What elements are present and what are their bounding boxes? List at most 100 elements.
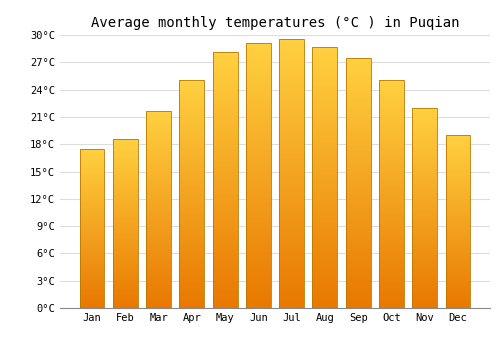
Bar <box>180 187 204 188</box>
Bar <box>146 229 171 230</box>
Bar <box>346 103 370 104</box>
Bar <box>346 193 370 194</box>
Bar <box>412 228 437 229</box>
Bar <box>379 162 404 163</box>
Bar <box>246 238 271 239</box>
Bar <box>346 108 370 109</box>
Bar <box>113 149 138 150</box>
Bar <box>412 167 437 168</box>
Bar <box>379 195 404 196</box>
Bar <box>412 260 437 261</box>
Bar <box>180 270 204 272</box>
Bar <box>113 172 138 173</box>
Bar <box>212 173 238 174</box>
Bar <box>80 200 104 201</box>
Bar <box>80 164 104 165</box>
Bar <box>113 146 138 147</box>
Bar <box>412 209 437 210</box>
Bar <box>80 274 104 275</box>
Bar <box>146 254 171 255</box>
Bar <box>446 208 470 209</box>
Bar <box>379 293 404 294</box>
Bar <box>80 278 104 279</box>
Bar <box>212 240 238 241</box>
Bar <box>346 229 370 230</box>
Bar <box>212 276 238 277</box>
Bar <box>312 66 338 68</box>
Bar <box>412 246 437 247</box>
Bar <box>180 231 204 233</box>
Bar <box>246 259 271 260</box>
Bar <box>446 137 470 138</box>
Bar <box>80 151 104 152</box>
Bar <box>279 124 304 125</box>
Bar <box>412 148 437 149</box>
Bar <box>180 85 204 86</box>
Bar <box>379 104 404 105</box>
Bar <box>446 292 470 293</box>
Bar <box>379 260 404 261</box>
Bar <box>212 102 238 104</box>
Bar <box>80 284 104 285</box>
Bar <box>180 109 204 111</box>
Bar <box>146 133 171 134</box>
Bar <box>113 251 138 252</box>
Bar <box>212 190 238 192</box>
Bar <box>246 79 271 80</box>
Bar <box>446 272 470 273</box>
Bar <box>412 187 437 188</box>
Bar <box>80 244 104 245</box>
Bar <box>146 181 171 182</box>
Bar <box>80 298 104 299</box>
Bar <box>246 295 271 296</box>
Bar <box>379 161 404 162</box>
Bar <box>312 260 338 261</box>
Bar <box>113 162 138 163</box>
Bar <box>80 178 104 179</box>
Bar <box>180 206 204 208</box>
Bar <box>379 287 404 289</box>
Bar <box>346 149 370 150</box>
Bar <box>379 246 404 247</box>
Bar <box>246 166 271 168</box>
Bar <box>180 227 204 228</box>
Bar <box>212 194 238 196</box>
Bar <box>379 270 404 272</box>
Bar <box>113 236 138 237</box>
Bar <box>312 210 338 211</box>
Bar <box>312 290 338 291</box>
Bar <box>312 281 338 282</box>
Bar <box>180 117 204 118</box>
Bar <box>446 278 470 279</box>
Bar <box>346 228 370 229</box>
Bar <box>80 216 104 217</box>
Bar <box>113 259 138 260</box>
Bar <box>246 55 271 56</box>
Bar <box>279 95 304 97</box>
Bar <box>312 183 338 184</box>
Bar <box>412 284 437 285</box>
Bar <box>279 64 304 65</box>
Bar <box>180 229 204 230</box>
Bar <box>146 203 171 204</box>
Bar <box>80 304 104 305</box>
Bar <box>80 226 104 227</box>
Bar <box>312 126 338 128</box>
Bar <box>312 83 338 85</box>
Bar <box>80 292 104 293</box>
Bar <box>412 237 437 238</box>
Bar <box>146 293 171 294</box>
Bar <box>180 236 204 237</box>
Bar <box>113 232 138 233</box>
Bar <box>180 101 204 103</box>
Bar <box>279 200 304 202</box>
Bar <box>113 191 138 192</box>
Bar <box>146 187 171 188</box>
Bar <box>80 220 104 221</box>
Bar <box>113 215 138 216</box>
Bar <box>446 230 470 231</box>
Bar <box>80 173 104 174</box>
Bar <box>412 120 437 121</box>
Bar <box>180 214 204 216</box>
Bar <box>113 261 138 262</box>
